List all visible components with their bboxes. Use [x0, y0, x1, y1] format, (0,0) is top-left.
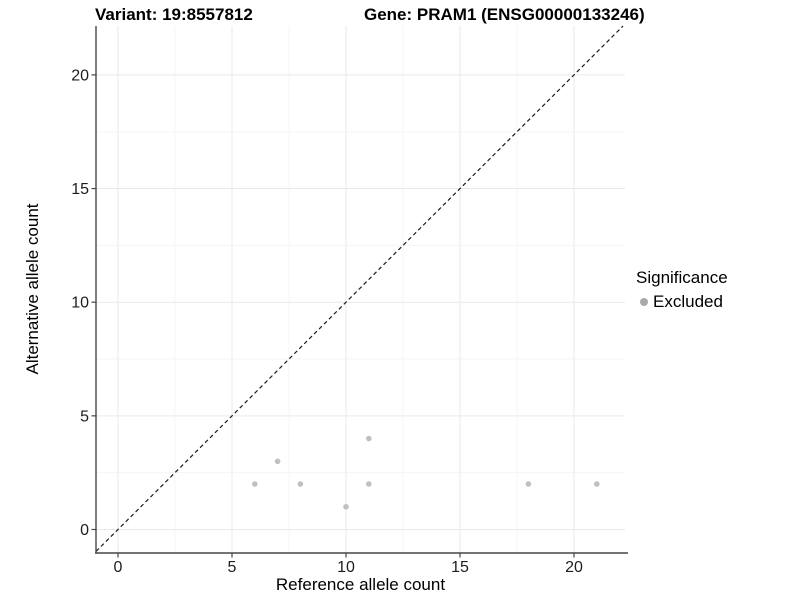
data-point [525, 481, 532, 487]
legend-point-icon [640, 298, 648, 306]
gene-title: Gene: PRAM1 (ENSG00000133246) [364, 5, 645, 24]
data-point [366, 481, 372, 487]
legend: Significance Excluded [636, 268, 728, 312]
data-point [274, 458, 281, 465]
x-axis-title: Reference allele count [275, 575, 446, 594]
x-tick-label: 15 [451, 559, 469, 576]
y-tick-label: 5 [80, 408, 89, 425]
y-axis-title: Alternative allele count [23, 203, 42, 375]
x-tick-label: 5 [228, 559, 237, 576]
legend-entry-label: Excluded [653, 292, 723, 311]
data-point [594, 481, 600, 487]
legend-title: Significance [636, 268, 728, 287]
data-point [252, 481, 258, 487]
data-point [343, 503, 349, 510]
data-point [297, 481, 304, 487]
identity-line [95, 25, 624, 552]
y-tick-label: 20 [71, 67, 89, 84]
y-tick-label: 15 [71, 181, 89, 198]
data-point [366, 435, 372, 442]
x-tick-label: 10 [337, 559, 355, 576]
y-tick-label: 0 [80, 522, 89, 539]
x-tick-label: 0 [114, 559, 123, 576]
y-tick-label: 10 [71, 295, 89, 312]
legend-entry-excluded: Excluded [636, 292, 728, 312]
variant-title: Variant: 19:8557812 [95, 5, 253, 24]
x-tick-label: 20 [565, 559, 583, 576]
